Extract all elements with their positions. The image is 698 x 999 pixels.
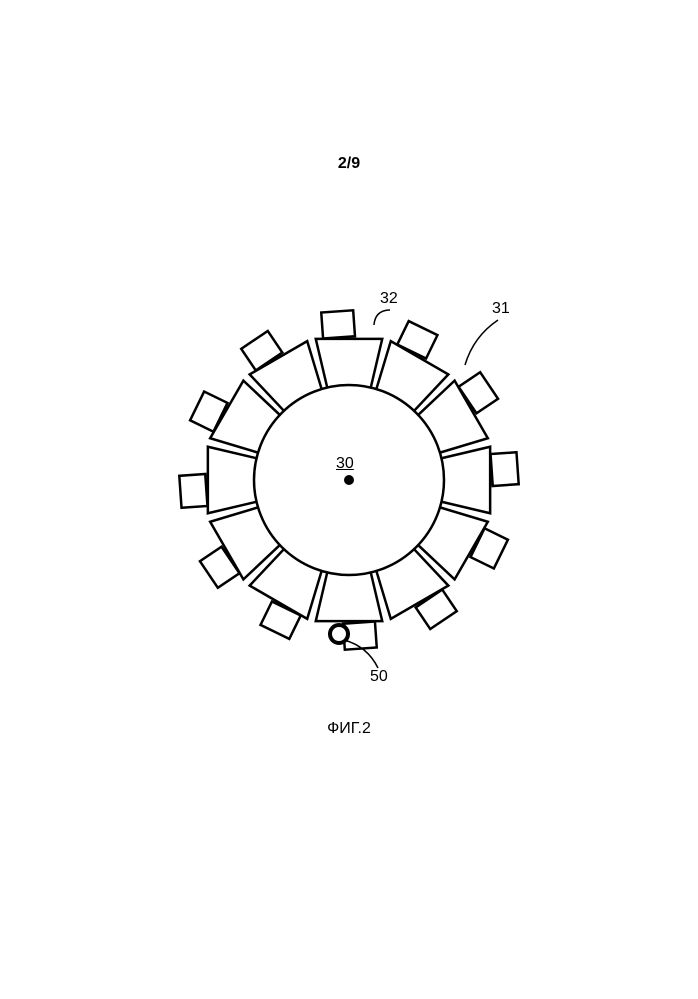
ref-label-32: 32 xyxy=(380,290,398,308)
ref-label-31: 31 xyxy=(492,300,510,318)
ref-label-50: 50 xyxy=(370,668,388,686)
figure-diagram xyxy=(0,0,698,999)
figure-caption: ФИГ.2 xyxy=(0,720,698,738)
center-label-30: 30 xyxy=(336,455,354,473)
